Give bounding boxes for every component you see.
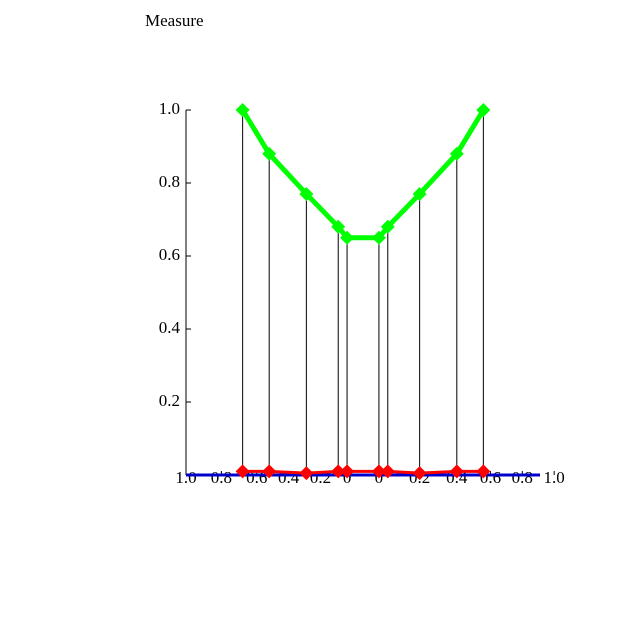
- marker: [371, 230, 386, 245]
- marker: [449, 146, 464, 161]
- marker: [412, 186, 427, 201]
- marker: [299, 466, 314, 481]
- marker: [235, 464, 250, 479]
- marker: [262, 464, 277, 479]
- marker: [449, 464, 464, 479]
- marker: [340, 464, 355, 479]
- chart-title: Measure: [145, 11, 204, 30]
- marker: [371, 464, 386, 479]
- x-tick-label: 1.0: [544, 468, 565, 487]
- series-line: [242, 469, 484, 475]
- marker: [262, 146, 277, 161]
- x-tick-label: 0.8: [512, 468, 533, 487]
- y-tick-label: 0.2: [159, 391, 180, 410]
- x-tick-label: 1.0: [175, 468, 196, 487]
- marker: [476, 464, 491, 479]
- marker: [380, 219, 395, 234]
- marker: [476, 103, 491, 117]
- series-line: [240, 108, 486, 241]
- marker: [331, 219, 346, 234]
- marker: [380, 464, 395, 479]
- y-tick-label: 1.0: [159, 99, 180, 118]
- y-tick-label: 0.4: [159, 318, 181, 337]
- marker: [340, 230, 355, 245]
- y-tick-label: 0.8: [159, 172, 180, 191]
- marker: [331, 464, 346, 479]
- x-tick-label: 0.8: [211, 468, 232, 487]
- marker: [299, 186, 314, 201]
- marker: [235, 103, 250, 117]
- marker: [412, 466, 427, 481]
- y-tick-label: 0.6: [159, 245, 180, 264]
